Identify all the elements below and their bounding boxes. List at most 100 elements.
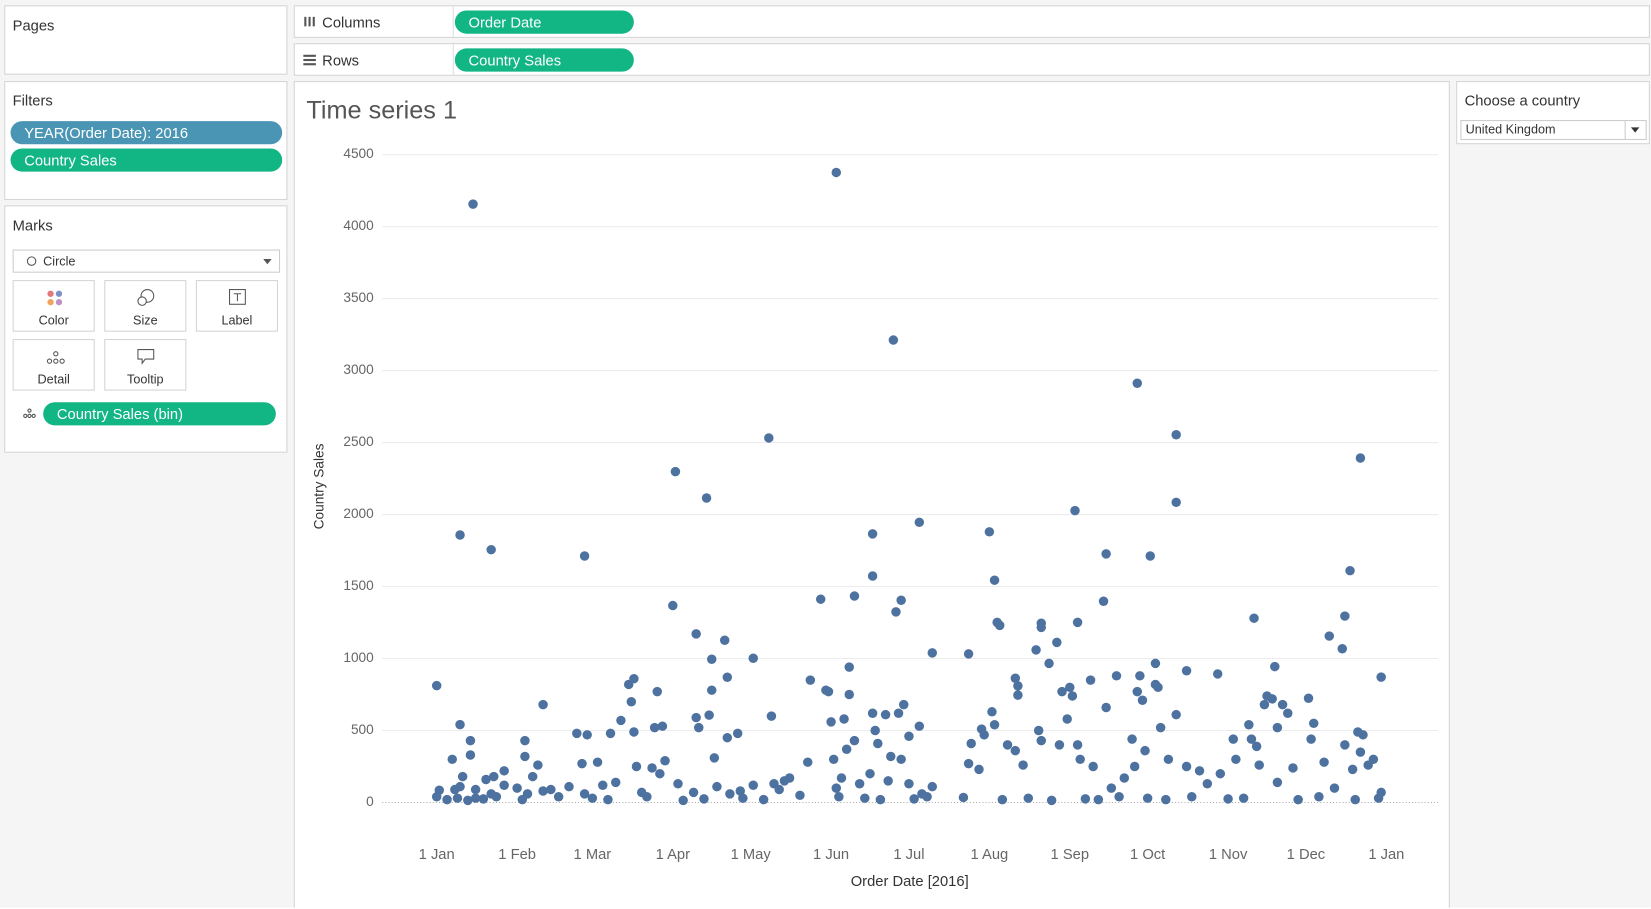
button-label: Detail	[37, 371, 70, 387]
x-tick-label: 1 Apr	[656, 847, 690, 863]
point	[834, 792, 844, 802]
point	[598, 780, 608, 790]
columns-pill[interactable]: Order Date	[454, 10, 634, 34]
point	[1132, 378, 1143, 388]
point	[1163, 754, 1174, 765]
point	[647, 763, 657, 773]
point	[709, 753, 720, 763]
dropdown-arrow	[263, 259, 272, 265]
label-button[interactable]: Label	[195, 280, 278, 332]
point	[1171, 497, 1181, 508]
x-tick-label: 1 Sep	[1051, 847, 1090, 863]
size-button[interactable]: Size	[104, 280, 187, 332]
point	[527, 771, 538, 782]
point	[766, 711, 777, 721]
point	[995, 620, 1005, 631]
point	[1036, 735, 1047, 746]
marks-card: Marks Circle Color Size Label Detail Too…	[4, 205, 288, 453]
point	[481, 774, 491, 785]
pages-card: Pages	[4, 5, 288, 75]
point	[704, 710, 714, 720]
y-tick-label: 3500	[343, 290, 374, 305]
point	[896, 754, 906, 765]
button-label: Label	[221, 312, 253, 328]
point	[1337, 643, 1347, 654]
point	[701, 493, 712, 503]
point	[979, 730, 989, 740]
color-button[interactable]: Color	[12, 280, 95, 332]
point	[670, 466, 681, 477]
x-tick-label: 1 Dec	[1287, 847, 1326, 863]
point	[1324, 631, 1335, 641]
point	[836, 773, 847, 783]
x-tick-label: 1 Nov	[1209, 847, 1248, 863]
point	[914, 721, 925, 731]
point	[694, 722, 704, 733]
point	[587, 793, 598, 803]
point	[732, 728, 743, 739]
x-tick-label: 1 Jan	[419, 847, 455, 863]
point	[468, 199, 478, 209]
point	[831, 783, 842, 793]
point	[1145, 551, 1155, 561]
point	[904, 731, 914, 742]
size-icon	[137, 289, 155, 306]
point	[725, 789, 735, 799]
point	[963, 649, 974, 659]
point	[1106, 783, 1117, 793]
point	[652, 686, 662, 697]
point	[719, 635, 730, 645]
point	[1161, 794, 1171, 805]
point	[1080, 794, 1091, 804]
point	[1238, 793, 1249, 803]
point	[854, 779, 865, 789]
point	[795, 790, 805, 801]
point	[870, 725, 880, 736]
point	[1101, 702, 1111, 713]
detail-button[interactable]: Detail	[12, 339, 95, 391]
point	[888, 335, 899, 345]
point	[1153, 682, 1163, 693]
point	[1062, 714, 1072, 724]
point	[774, 784, 784, 795]
rows-pill[interactable]: Country Sales	[454, 48, 634, 72]
point	[577, 758, 587, 769]
point	[1314, 792, 1324, 802]
filter-pill[interactable]: YEAR(Order Date): 2016	[10, 121, 283, 145]
point	[867, 708, 878, 718]
point	[605, 728, 616, 739]
country-dropdown[interactable]: United Kingdom	[1460, 120, 1647, 141]
point	[1044, 658, 1054, 669]
point	[1072, 617, 1083, 628]
marks-pill[interactable]: Country Sales (bin)	[43, 402, 276, 426]
point	[1254, 760, 1264, 770]
point	[538, 786, 548, 796]
x-axis-title: Order Date [2016]	[851, 874, 969, 890]
point	[1308, 718, 1319, 729]
point	[1054, 740, 1065, 750]
mark-type-dropdown[interactable]: Circle	[12, 249, 281, 273]
point	[1368, 754, 1379, 765]
point	[987, 707, 997, 717]
columns-shelf[interactable]: Columns Order Date	[293, 5, 1650, 38]
point	[660, 756, 670, 766]
point	[579, 789, 590, 799]
point	[465, 750, 476, 760]
point	[1101, 549, 1111, 559]
point	[841, 744, 852, 754]
detail-icon	[46, 351, 65, 364]
point	[784, 773, 795, 783]
point	[722, 672, 733, 682]
point	[455, 719, 465, 730]
x-tick-label: 1 Jun	[813, 847, 849, 863]
tooltip-button[interactable]: Tooltip	[104, 339, 187, 391]
point	[688, 787, 699, 798]
point	[631, 761, 642, 772]
point	[491, 792, 502, 802]
point	[1231, 754, 1241, 765]
point	[1272, 722, 1283, 733]
filter-pill[interactable]: Country Sales	[10, 148, 283, 172]
rows-shelf[interactable]: Rows Country Sales	[293, 43, 1650, 76]
